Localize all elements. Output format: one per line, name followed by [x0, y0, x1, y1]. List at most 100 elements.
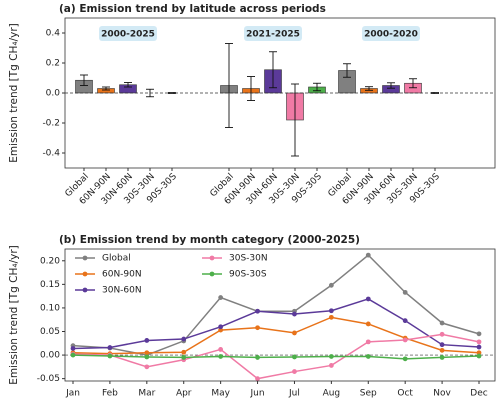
series-marker [476, 353, 482, 359]
error-bar [387, 82, 395, 89]
series-marker [107, 345, 113, 350]
series-line [72, 333, 480, 380]
legend-label: 30S-30N [229, 254, 268, 264]
series-marker [255, 355, 260, 360]
error-bar [102, 86, 110, 91]
series-marker [328, 314, 334, 320]
series-marker [328, 282, 334, 288]
chart-title: (b) Emission trend by month category (20… [59, 234, 360, 246]
error-bar [343, 63, 351, 78]
legend-label: 90S-30S [229, 270, 267, 280]
series-line [72, 354, 480, 360]
series-marker [292, 311, 297, 317]
legend-label: 30N-60N [102, 286, 142, 296]
x-tick-label: Oct [397, 389, 413, 399]
error-bar [80, 74, 88, 86]
series-marker [476, 350, 482, 356]
y-tick-label: 0.00 [40, 351, 60, 361]
series-marker [218, 324, 224, 330]
series-marker [144, 354, 150, 360]
series-marker [476, 331, 482, 337]
y-axis-label: Emission trend [Tg CH₄/yr] [8, 23, 20, 163]
y-tick-label: -0.2 [42, 119, 60, 129]
y-tick-label: 0.2 [46, 59, 60, 69]
error-bar [409, 78, 417, 89]
x-tick-label: Aug [323, 389, 341, 399]
series-marker [144, 338, 150, 343]
error-bar [225, 43, 233, 128]
group-label-box [362, 26, 420, 41]
y-tick-label: 0.05 [40, 327, 60, 337]
y-tick-label: 0.4 [46, 29, 61, 39]
y-tick-label: -0.05 [37, 374, 60, 384]
x-tick-label: Jun [250, 389, 265, 399]
series-marker [476, 344, 482, 350]
plot-frame [64, 17, 496, 169]
series-marker [365, 339, 371, 345]
series-line [72, 254, 480, 356]
group-label: 2000-2025 [101, 30, 155, 40]
series-marker [439, 347, 445, 353]
series-marker [439, 342, 445, 348]
series-line [72, 298, 480, 350]
series-marker [402, 289, 408, 295]
y-tick-label: -0.4 [42, 149, 60, 159]
series-marker [439, 355, 445, 360]
y-tick-label: 0.0 [46, 89, 61, 99]
x-tick-label: Dec [470, 389, 487, 399]
series-marker [255, 325, 260, 331]
series-marker [181, 336, 187, 342]
x-tick-label: Jan [65, 389, 80, 399]
group-label-box [99, 26, 157, 41]
series-marker [144, 350, 150, 356]
y-axis-label: Emission trend [Tg CH₄/yr] [8, 245, 20, 385]
series-marker [365, 296, 371, 302]
error-bar [313, 82, 321, 92]
series-marker [365, 252, 371, 258]
legend-marker [82, 271, 88, 277]
series-marker [439, 331, 445, 337]
error-bar [124, 82, 132, 88]
error-bar [269, 51, 277, 89]
series-marker [255, 376, 260, 382]
y-tick-label: 0.15 [40, 280, 60, 290]
x-tick-label: Jul [288, 389, 300, 399]
x-tick-label: Nov [433, 389, 451, 399]
error-bar [365, 86, 373, 91]
series-marker [402, 356, 408, 362]
error-bar [291, 83, 299, 157]
series-marker [328, 308, 334, 314]
legend-marker [209, 271, 215, 277]
x-tick-label: Sep [360, 389, 377, 399]
series-marker [402, 337, 408, 343]
group-label: 2000-2020 [364, 30, 418, 40]
series-marker [144, 364, 150, 370]
series-marker [218, 354, 224, 359]
legend-marker [82, 287, 88, 293]
chart-title: (a) Emission trend by latitude across pe… [59, 3, 326, 15]
series-marker [70, 352, 76, 358]
series-marker [218, 327, 224, 333]
series-line [72, 316, 480, 355]
x-tick-label: Feb [102, 389, 118, 399]
plot-frame [64, 248, 496, 382]
series-marker [402, 318, 408, 324]
legend-marker [82, 255, 88, 261]
series-marker [70, 346, 76, 351]
series-marker [218, 347, 224, 352]
legend-label: Global [102, 254, 131, 264]
series-marker [328, 354, 334, 359]
x-tick-label: May [211, 389, 230, 399]
series-marker [365, 321, 371, 327]
series-marker [255, 308, 260, 314]
series-marker [218, 295, 224, 300]
series-marker [107, 353, 113, 359]
series-marker [181, 349, 187, 355]
group-label: 2021-2025 [246, 30, 300, 40]
series-marker [476, 339, 482, 345]
series-marker [292, 354, 297, 360]
series-marker [181, 355, 187, 360]
group-label-box [244, 26, 302, 41]
